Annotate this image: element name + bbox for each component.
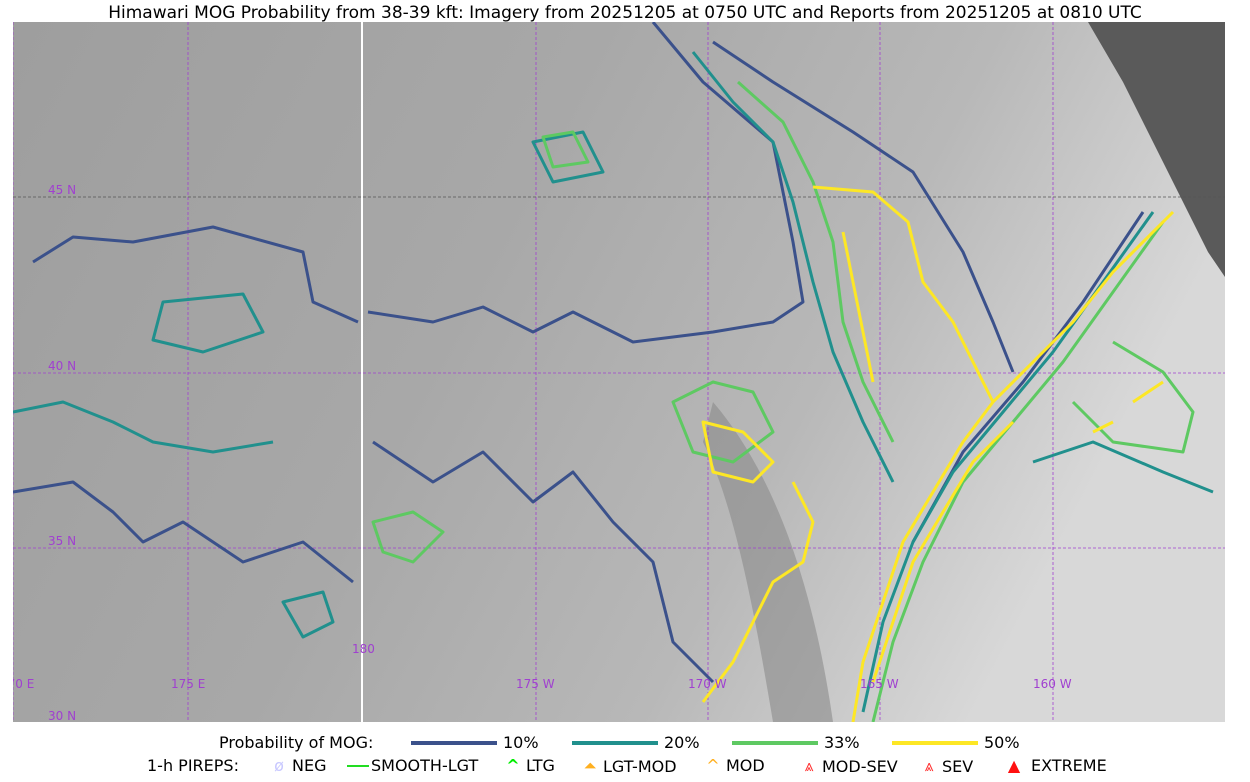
pirep-item-lgt-mod: ⏶ LGT-MOD	[579, 756, 677, 776]
lat-label-40n: 40 N	[48, 359, 76, 373]
legend-label: 20%	[664, 733, 700, 752]
pirep-item-smooth-lgt: SMOOTH-LGT	[347, 756, 478, 775]
line-swatch-icon	[411, 740, 497, 745]
pirep-legend-title: 1-h PIREPS:	[147, 756, 239, 775]
lon-label-170e: 170 E	[13, 677, 34, 691]
line-swatch-icon	[892, 740, 978, 745]
legend-label: MOD	[726, 756, 765, 775]
lon-label-160w: 160 W	[1033, 677, 1072, 691]
smooth-lgt-line-icon	[347, 764, 369, 767]
mod-icon: ^	[706, 756, 720, 775]
legend-label: LTG	[526, 756, 555, 775]
lat-label-30n: 30 N	[48, 709, 76, 722]
legend-label: SEV	[942, 756, 974, 776]
grid-labels: 45 N 40 N 35 N 30 N 170 E 175 E 180 175 …	[13, 183, 1072, 722]
lon-label-170w: 170 W	[688, 677, 727, 691]
nodata-region	[1088, 22, 1225, 277]
mog-contours	[13, 22, 1214, 722]
prob-legend-title: Probability of MOG:	[219, 733, 374, 752]
pirep-item-extreme: ▲ EXTREME	[1003, 756, 1107, 775]
legend-label: 33%	[824, 733, 860, 752]
lat-label-35n: 35 N	[48, 534, 76, 548]
lon-label-165w: 165 W	[860, 677, 899, 691]
sev-icon: ⩓	[924, 756, 934, 775]
ltg-caret-icon: ^	[506, 756, 520, 775]
satellite-map: 45 N 40 N 35 N 30 N 170 E 175 E 180 175 …	[13, 22, 1225, 722]
legend-item-10: 10%	[411, 733, 539, 752]
lgt-mod-icon: ⏶	[583, 756, 597, 775]
pirep-item-neg: ø NEG	[268, 756, 326, 775]
legend-label: SMOOTH-LGT	[371, 756, 479, 775]
line-swatch-icon	[732, 740, 818, 745]
mod-sev-icon: ⩓	[804, 756, 814, 775]
chart-title: Himawari MOG Probability from 38-39 kft:…	[108, 3, 1142, 23]
legend-label: NEG	[292, 756, 327, 775]
lon-label-175e: 175 E	[171, 677, 205, 691]
neg-icon: ø	[274, 756, 284, 775]
legend-label: LGT-MOD	[603, 756, 677, 776]
pirep-item-ltg: ^ LTG	[502, 756, 555, 775]
lat-label-45n: 45 N	[48, 183, 76, 197]
legend-item-50: 50%	[892, 733, 1020, 752]
line-swatch-icon	[572, 740, 658, 745]
grid-lines	[13, 22, 1225, 722]
pirep-item-sev: ⩓ SEV	[918, 756, 973, 776]
lon-label-180: 180	[352, 642, 375, 656]
extreme-icon: ▲	[1007, 756, 1021, 775]
legend-item-33: 33%	[732, 733, 860, 752]
lon-label-175w: 175 W	[516, 677, 555, 691]
legend-label: 10%	[503, 733, 539, 752]
pirep-item-mod: ^ MOD	[702, 756, 765, 775]
satellite-imagery	[13, 22, 1225, 722]
legend-label: MOD-SEV	[822, 756, 898, 776]
legend-item-20: 20%	[572, 733, 700, 752]
legend-label: 50%	[984, 733, 1020, 752]
pirep-item-mod-sev: ⩓ MOD-SEV	[798, 756, 898, 776]
legend-label: EXTREME	[1031, 756, 1107, 775]
dark-band	[703, 402, 833, 722]
